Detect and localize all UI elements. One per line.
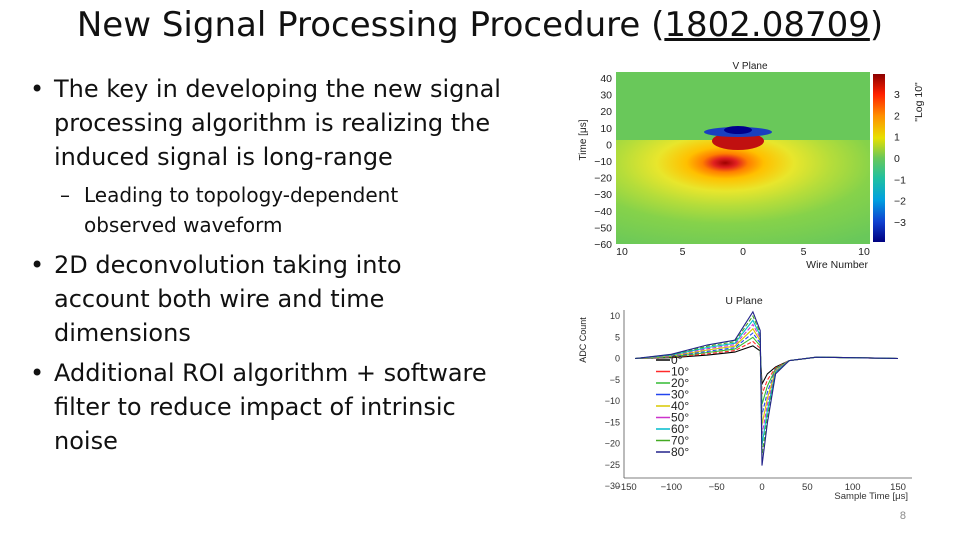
arxiv-link[interactable]: 1802.08709 xyxy=(664,5,870,45)
colorbar-tick-label: 3 xyxy=(894,89,900,101)
y-tick-label: −10 xyxy=(594,156,612,168)
y-tick-label: −60 xyxy=(594,239,612,251)
x-tick-label: 0 xyxy=(740,246,746,258)
bullet-line: Additional ROI algorithm + software xyxy=(54,359,487,387)
bullet-dot: • xyxy=(30,251,45,279)
legend-label: 80° xyxy=(671,445,689,459)
legend-label: 20° xyxy=(671,376,689,390)
x-tick-label: −100 xyxy=(661,482,682,493)
y-tick-label: 5 xyxy=(615,332,620,342)
colorbar-tick-label: −2 xyxy=(894,196,906,208)
y-tick-label: 10 xyxy=(600,123,612,135)
y-tick-label: 20 xyxy=(600,106,612,118)
title-text: New Signal Processing Procedure ( xyxy=(76,5,665,45)
heatmap-title: V Plane xyxy=(732,61,767,72)
y-axis-label: Time [μs] xyxy=(578,119,589,160)
legend-label: 10° xyxy=(671,365,689,379)
x-tick-label: −150 xyxy=(615,482,636,493)
y-tick-label: −40 xyxy=(594,206,612,218)
x-tick-label: 100 xyxy=(845,482,861,493)
bullet-line: filter to reduce impact of intrinsic xyxy=(54,393,456,421)
y-tick-label: −30 xyxy=(594,189,612,201)
y-tick-label: −15 xyxy=(605,417,620,427)
bullet-line: Leading to topology-dependent xyxy=(84,183,399,207)
y-tick-label: −20 xyxy=(605,439,620,449)
x-tick-labels: −150 −100 −50 0 50 100 150 xyxy=(615,482,906,493)
y-tick-label: −30 xyxy=(605,481,620,491)
legend-label: 40° xyxy=(671,399,689,413)
bullet-line: induced signal is long-range xyxy=(54,143,393,171)
legend-label: 50° xyxy=(671,411,689,425)
colorbar-tick-label: −1 xyxy=(894,174,906,186)
legend-label: 0° xyxy=(671,353,683,367)
bullet-list: • The key in developing the new signal p… xyxy=(30,72,540,464)
sub-bullet-item: – Leading to topology-dependent observed… xyxy=(30,180,540,240)
bullet-item: • 2D deconvolution taking into account b… xyxy=(30,248,540,350)
heat-negative-core xyxy=(724,126,752,134)
y-tick-label: −10 xyxy=(605,396,620,406)
title-close: ) xyxy=(869,5,884,45)
bullet-line: dimensions xyxy=(54,319,191,347)
heat-field xyxy=(616,140,870,244)
x-tick-label: 150 xyxy=(890,482,906,493)
bullet-line: processing algorithm is realizing the xyxy=(54,109,491,137)
y-tick-label: −25 xyxy=(605,460,620,470)
x-tick-label: 10 xyxy=(616,246,628,258)
legend-label: 30° xyxy=(671,388,689,402)
x-tick-label: 0 xyxy=(759,482,764,493)
colorbar-label: "Log 10" xyxy=(913,82,925,122)
colorbar-tick-label: −3 xyxy=(894,217,906,229)
y-tick-labels: 40 30 20 10 0 −10 −20 −30 −40 −50 −60 xyxy=(594,73,612,251)
bullet-line: observed waveform xyxy=(84,213,283,237)
y-tick-label: 0 xyxy=(606,139,612,151)
y-tick-labels: 10 5 0 −5 −10 −15 −20 −25 −30 xyxy=(605,311,620,491)
y-tick-label: −50 xyxy=(594,222,612,234)
bullet-line: The key in developing the new signal xyxy=(54,75,501,103)
y-tick-label: −20 xyxy=(594,173,612,185)
bullet-dot: • xyxy=(30,75,45,103)
page-number: 8 xyxy=(899,510,906,522)
x-tick-labels: 10 5 0 5 10 xyxy=(616,246,870,258)
y-axis-label: ADC Count xyxy=(578,317,588,363)
u-plane-line-chart: U Plane ADC Count 1050−5−10−15−20−25−30 … xyxy=(578,295,912,502)
legend: 0°10°20°30°40°50°60°70°80° xyxy=(656,353,689,459)
y-tick-label: 10 xyxy=(610,311,620,321)
colorbar-tick-label: 1 xyxy=(894,132,900,144)
y-tick-label: −5 xyxy=(610,375,620,385)
series-line xyxy=(635,310,899,466)
legend-label: 70° xyxy=(671,434,689,448)
y-tick-label: 30 xyxy=(600,90,612,102)
y-tick-label: 0 xyxy=(615,354,620,364)
line-chart-title: U Plane xyxy=(725,295,763,307)
colorbar-tick-labels: 3 2 1 0 −1 −2 −3 xyxy=(894,89,906,229)
x-axis-label: Sample Time [μs] xyxy=(834,491,908,502)
bullet-dot: • xyxy=(30,359,45,387)
bullet-line: account both wire and time xyxy=(54,285,385,313)
series-curves xyxy=(635,310,899,466)
x-tick-label: 10 xyxy=(858,246,870,258)
x-tick-label: 5 xyxy=(680,246,686,258)
bullet-item: • The key in developing the new signal p… xyxy=(30,72,540,174)
x-tick-label: −50 xyxy=(709,482,725,493)
colorbar-tick-label: 2 xyxy=(894,110,900,122)
x-tick-label: 50 xyxy=(802,482,813,493)
x-tick-label: 5 xyxy=(801,246,807,258)
y-tick-label: 40 xyxy=(600,73,612,85)
legend-label: 60° xyxy=(671,422,689,436)
slide-title: New Signal Processing Procedure (1802.08… xyxy=(0,2,960,48)
colorbar xyxy=(873,74,885,242)
bullet-item: • Additional ROI algorithm + software fi… xyxy=(30,356,540,458)
colorbar-tick-label: 0 xyxy=(894,153,900,165)
bullet-line: noise xyxy=(54,427,118,455)
x-axis-label: Wire Number xyxy=(806,259,868,271)
sub-bullet-dash: – xyxy=(60,183,70,207)
bullet-line: 2D deconvolution taking into xyxy=(54,251,402,279)
